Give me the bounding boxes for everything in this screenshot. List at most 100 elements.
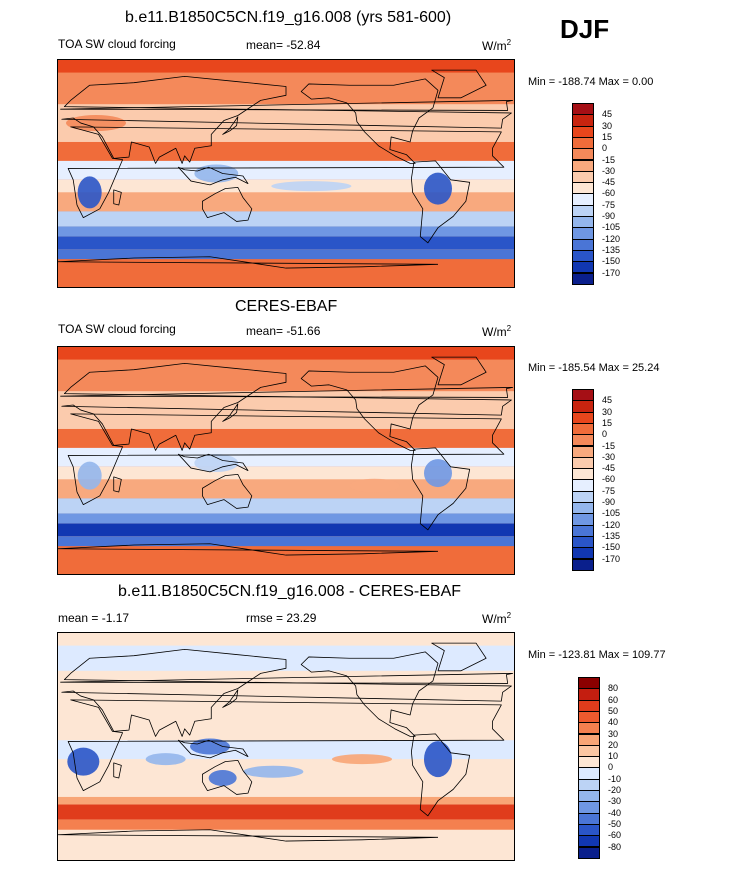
- colorbar-tick-label: 60: [608, 694, 619, 705]
- coastline-uk: [60, 386, 514, 398]
- colorbar-tick-label: -75: [602, 485, 616, 496]
- coastline-australia: [201, 186, 253, 222]
- colorbar-tick-label: 30: [602, 120, 613, 131]
- field-blob: [243, 765, 304, 778]
- colorbar-tick-label: -135: [602, 530, 621, 541]
- panel1-units: W/m2: [482, 38, 512, 53]
- colorbar-tick-label: -50: [608, 818, 622, 829]
- field-band: [58, 546, 514, 574]
- colorbar-tick-label: -120: [602, 233, 621, 244]
- colorbar-tick-label: -45: [602, 463, 616, 474]
- colorbar-tick-label: -120: [602, 519, 621, 530]
- panel2-mean-label: mean= -51.66: [246, 324, 321, 338]
- colorbar-tick-label: 80: [608, 683, 619, 694]
- coastline-namerica: [300, 78, 439, 164]
- coastline-africa: [67, 699, 505, 792]
- coastline-greenland: [431, 69, 487, 99]
- field-blob: [77, 176, 102, 209]
- colorbar-tick-label: 45: [602, 395, 613, 406]
- field-band: [58, 192, 514, 212]
- colorbar-tick-label: -30: [602, 165, 616, 176]
- coastline-samerica: [410, 160, 471, 244]
- coastline-madagascar: [113, 762, 122, 779]
- field-band: [58, 249, 514, 260]
- coastline-antarctica: [58, 543, 439, 556]
- coastline-greenland: [431, 642, 487, 672]
- field-band: [58, 466, 514, 480]
- panel3-title: b.e11.B1850C5CN.f19_g16.008 - CERES-EBAF: [118, 583, 462, 600]
- coastline-namerica: [300, 651, 439, 737]
- panel2-units: W/m2: [482, 324, 512, 339]
- coastline-greenland: [431, 356, 487, 386]
- coastline-japan: [222, 403, 239, 422]
- colorbar-tick-label: -60: [602, 188, 616, 199]
- field-band: [58, 236, 514, 250]
- panel2-minmax: Min = -185.54 Max = 25.24: [528, 362, 660, 374]
- colorbar-tick-label: -60: [602, 474, 616, 485]
- field-blob: [349, 478, 400, 493]
- field-blob: [332, 754, 392, 765]
- colorbar-tick-label: 15: [602, 131, 613, 142]
- field-blob: [66, 115, 126, 132]
- colorbar-cell: [578, 846, 600, 859]
- colorbar-tick-label: -135: [602, 244, 621, 255]
- colorbar-tick-label: -170: [602, 267, 621, 278]
- colorbar-tick-label: 30: [602, 406, 613, 417]
- coastline-africa: [67, 126, 505, 219]
- colorbar-tick-label: 15: [602, 417, 613, 428]
- field-band: [58, 259, 514, 287]
- coastline-eurasia: [61, 75, 512, 164]
- panel1-map: [57, 59, 515, 288]
- panel3-rmse-label: rmse = 23.29: [246, 611, 317, 625]
- panel3-minmax: Min = -123.81 Max = 109.77: [528, 649, 666, 661]
- field-band: [58, 226, 514, 237]
- colorbar-tick-label: -170: [602, 553, 621, 564]
- panel2-title: CERES-EBAF: [235, 298, 338, 315]
- panel3-map: [57, 632, 515, 861]
- field-band: [58, 804, 514, 820]
- field-blob: [424, 172, 452, 205]
- colorbar-cell: [572, 558, 594, 571]
- panel2-map: [57, 346, 515, 575]
- panel3-units: W/m2: [482, 611, 512, 626]
- colorbar-tick-label: -60: [608, 830, 622, 841]
- field-blob: [190, 738, 230, 755]
- coastline-madagascar: [113, 189, 122, 206]
- coastline-australia: [201, 473, 253, 509]
- field-blob: [194, 164, 239, 183]
- coastline-japan: [222, 689, 239, 708]
- field-band: [58, 498, 514, 514]
- field-band: [58, 347, 514, 360]
- coastline-japan: [222, 116, 239, 135]
- colorbar-tick-label: -20: [608, 785, 622, 795]
- coastline-namerica: [300, 365, 439, 451]
- panel3-map-svg: [58, 633, 514, 860]
- panel2-variable-label: TOA SW cloud forcing: [58, 322, 176, 336]
- coastline-uk: [60, 672, 514, 684]
- colorbar-tick-label: -30: [608, 796, 622, 807]
- colorbar-tick-label: 0: [602, 143, 608, 154]
- coastline-antarctica: [58, 256, 439, 269]
- colorbar-tick-label: -75: [602, 199, 616, 210]
- field-blob: [424, 459, 452, 488]
- coastline-madagascar: [113, 476, 122, 493]
- colorbar-tick-label: -45: [602, 177, 616, 188]
- panel1-map-svg: [58, 60, 514, 287]
- field-band: [58, 536, 514, 547]
- field-blob: [77, 461, 102, 490]
- field-band: [58, 447, 514, 467]
- coastline-indonesia: [177, 739, 249, 759]
- colorbar-tick-label: -15: [602, 154, 616, 165]
- colorbar-tick-label: 0: [608, 762, 614, 773]
- coastline-africa: [67, 413, 505, 506]
- colorbar-tick-label: -40: [608, 807, 622, 818]
- colorbar-tick-label: -150: [602, 256, 621, 267]
- colorbar-tick-label: -15: [602, 440, 616, 451]
- colorbar-tick-label: -105: [602, 222, 621, 233]
- field-blob: [424, 741, 452, 778]
- field-blob: [145, 753, 186, 766]
- field-band: [58, 523, 514, 537]
- colorbar-tick-label: -105: [602, 508, 621, 519]
- coastline-antarctica: [58, 829, 439, 842]
- field-blob: [194, 454, 239, 473]
